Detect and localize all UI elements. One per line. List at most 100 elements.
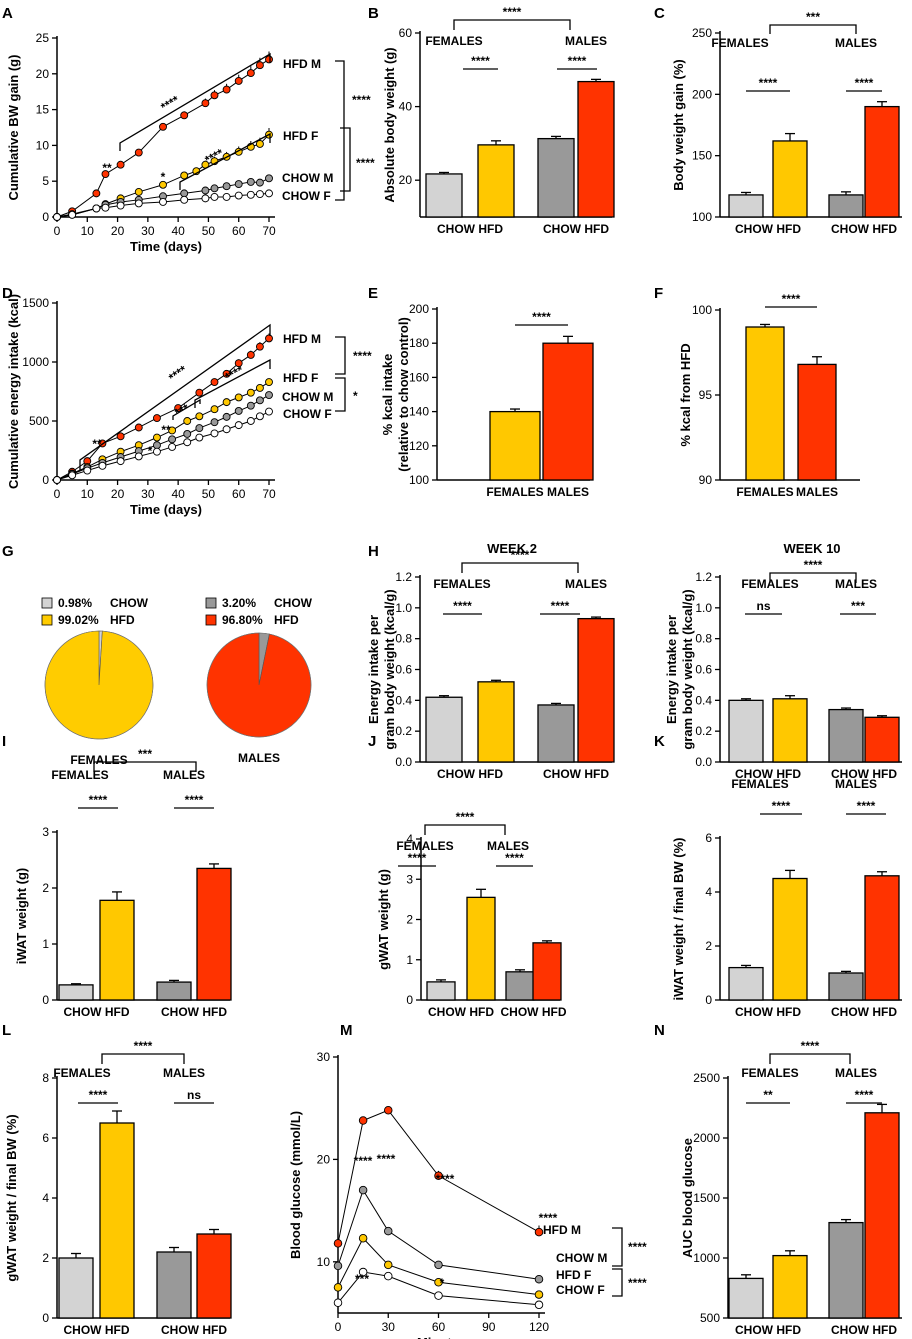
y-tick-label: 500: [700, 1311, 720, 1325]
data-point: [180, 111, 189, 120]
data-point: [246, 177, 255, 186]
significance-label: *: [440, 1276, 445, 1290]
bar: [728, 966, 764, 1001]
data-point: [265, 407, 273, 416]
y-tick-label: 0.0: [395, 755, 412, 769]
x-category-label: CHOW HFD: [161, 1323, 227, 1337]
x-category-label: CHOW HFD: [437, 767, 503, 781]
y-tick-label: 0.6: [695, 663, 712, 677]
data-point: [83, 466, 92, 475]
x-tick-label: 10: [81, 224, 95, 238]
data-point: [255, 61, 264, 70]
pie-outline: [44, 630, 154, 740]
x-tick-label: 0: [54, 487, 61, 501]
bar: [58, 984, 94, 1001]
x-axis-label: Minutes: [417, 1335, 466, 1339]
data-point: [234, 359, 243, 368]
data-point: [134, 148, 143, 157]
legend-swatch: [205, 614, 217, 626]
data-point: [434, 1278, 443, 1287]
data-point: [255, 190, 264, 199]
significance-label: ***: [806, 10, 820, 24]
bar: [537, 137, 575, 218]
group-label: FEMALES: [396, 839, 453, 853]
bar: [477, 681, 515, 763]
y-tick-label: 3: [42, 825, 49, 839]
y-tick-label: 0: [42, 1311, 49, 1325]
y-tick-label: 4: [406, 832, 413, 846]
significance-label: *: [353, 389, 358, 403]
data-point: [168, 426, 177, 435]
data-point: [210, 378, 219, 387]
data-point: [265, 378, 273, 387]
data-point: [53, 213, 61, 221]
significance-label: ***: [851, 599, 865, 613]
significance-bracket: [769, 572, 857, 583]
y-tick-label: 1.0: [695, 601, 712, 615]
bar: [864, 716, 900, 763]
y-tick-label: 150: [692, 149, 712, 163]
group-label: FEMALES: [741, 1066, 798, 1080]
x-category-label: CHOW HFD: [437, 222, 503, 236]
y-axis-label-line: gram body weight (kcal/g): [680, 589, 695, 749]
significance-label: ****: [857, 799, 876, 813]
legend-label: CHOW: [274, 596, 313, 610]
group-label: MALES: [565, 577, 607, 591]
series-label: CHOW M: [556, 1251, 607, 1265]
y-tick-label: 100: [692, 210, 712, 224]
data-point: [195, 433, 204, 442]
y-tick-label: 0.2: [395, 724, 412, 738]
bar: [156, 981, 192, 1001]
y-axis-label: Absolute body weight (g): [382, 47, 397, 202]
bar: [864, 105, 900, 218]
y-tick-label: 4: [705, 885, 712, 899]
series-label: CHOW M: [282, 171, 333, 185]
y-tick-label: 3: [406, 872, 413, 886]
data-point: [152, 441, 161, 450]
data-point: [234, 421, 243, 430]
y-axis-label: iWAT weight / final BW (%): [671, 838, 686, 1001]
panel-label: L: [2, 1022, 11, 1039]
significance-bracket: [769, 24, 857, 34]
bar: [772, 140, 808, 218]
data-point: [246, 401, 255, 410]
significance-label: ns: [756, 599, 770, 613]
group-label: FEMALES: [741, 577, 798, 591]
data-point: [183, 438, 192, 447]
y-tick-label: 0: [42, 473, 49, 487]
y-tick-label: 140: [409, 405, 429, 419]
x-tick-label: 60: [432, 1320, 446, 1334]
y-tick-label: 250: [692, 26, 712, 40]
panel-label: M: [340, 1022, 353, 1039]
significance-bracket: [101, 1053, 185, 1064]
x-category-label: CHOW HFD: [831, 767, 897, 781]
data-point: [152, 447, 161, 456]
bar: [797, 363, 837, 481]
x-category-label: CHOW HFD: [428, 1005, 494, 1019]
bar: [828, 972, 864, 1001]
x-category-label: CHOW HFD: [543, 767, 609, 781]
data-point: [174, 404, 183, 412]
legend-value: 3.20%: [222, 596, 256, 610]
series-label: HFD F: [283, 129, 318, 143]
group-label: FEMALES: [433, 577, 490, 591]
y-tick-label: 10: [317, 1255, 331, 1269]
series-label: CHOW F: [282, 189, 331, 203]
data-point: [234, 393, 243, 402]
y-tick-label: 0.6: [395, 663, 412, 677]
y-axis-label: Energy intake pergram body weight (kcal/…: [366, 589, 397, 749]
significance-label: **: [161, 423, 171, 437]
chart-title: WEEK 2: [487, 541, 537, 556]
y-tick-label: 25: [36, 31, 50, 45]
bar: [156, 1251, 192, 1319]
data-point: [152, 433, 161, 442]
x-axis-label: Time (days): [130, 502, 202, 517]
y-tick-label: 40: [399, 100, 413, 114]
data-point: [534, 1274, 544, 1284]
data-point: [222, 182, 231, 191]
data-point: [201, 186, 210, 195]
x-category-label: FEMALES: [486, 485, 543, 499]
significance-label: ****: [408, 851, 427, 865]
bar: [489, 410, 541, 481]
